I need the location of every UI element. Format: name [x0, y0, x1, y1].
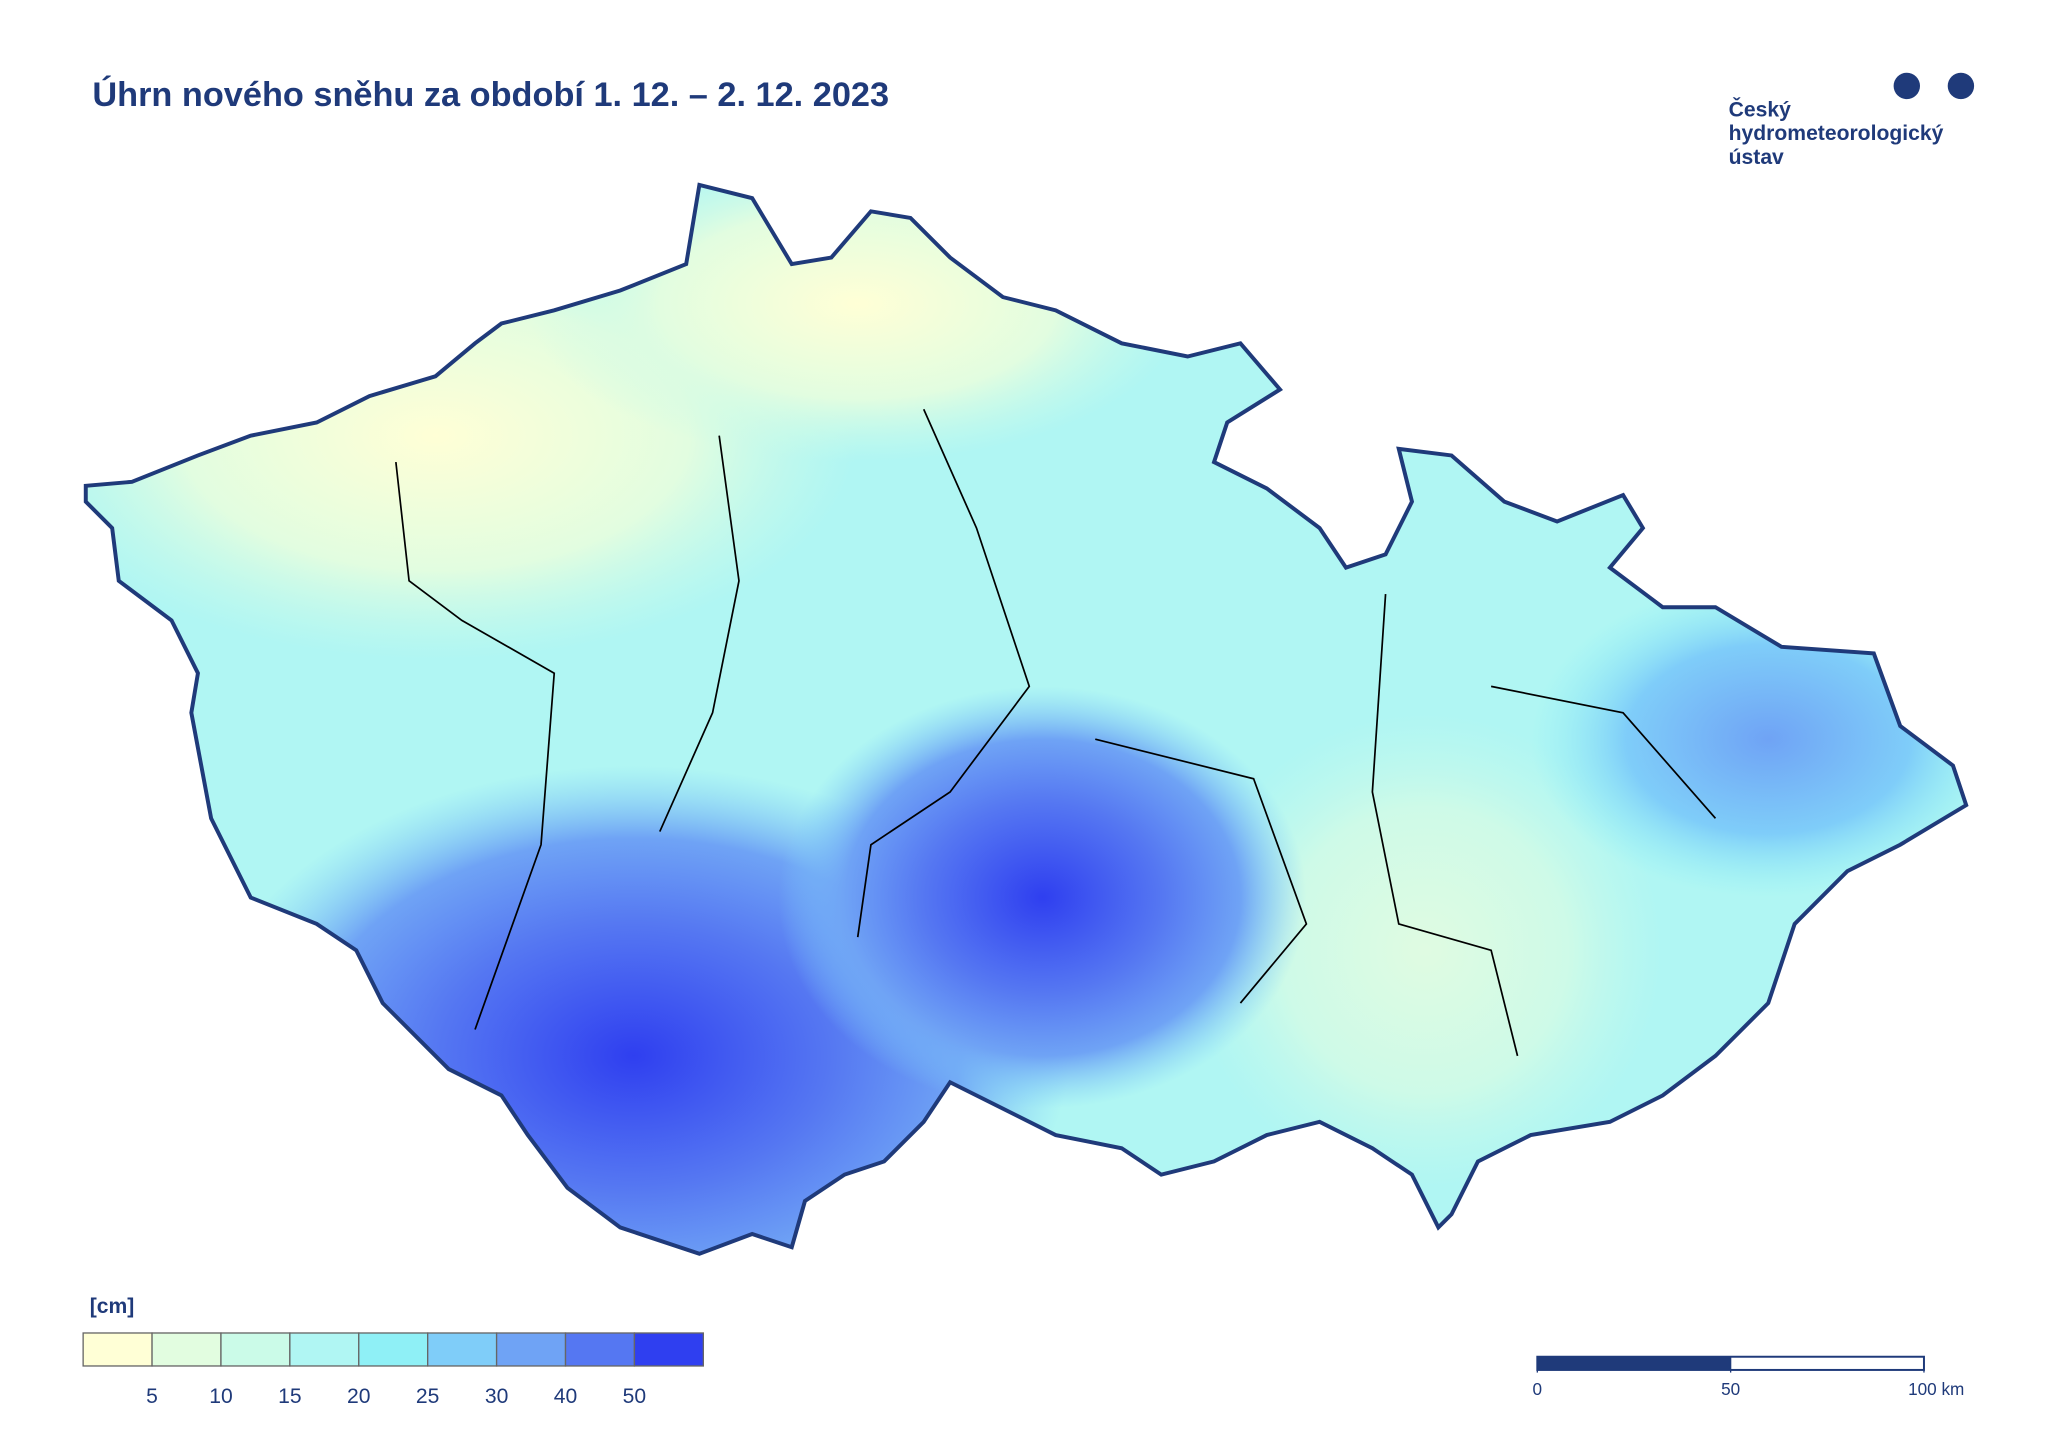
legend-tick-label: 15	[278, 1385, 301, 1408]
legend: 5 10 15 20 25 30 40 50	[82, 1332, 704, 1408]
logo: Český hydrometeorologický ústav	[1729, 72, 1975, 169]
region-border	[395, 408, 1717, 1057]
legend-swatch	[220, 1332, 291, 1367]
legend-swatch	[358, 1332, 429, 1367]
logo-text: hydrometeorologický	[1729, 122, 1944, 145]
legend-tick-label: 40	[554, 1385, 577, 1408]
legend-tick-label: 25	[416, 1385, 439, 1408]
scale-tick-label: 100 km	[1908, 1379, 1964, 1399]
legend-tick-label: 5	[146, 1385, 158, 1408]
logo-mark	[1947, 72, 1975, 100]
scale-bar: 0 50 100 km	[1533, 1355, 1964, 1399]
logo-mark	[1893, 72, 1920, 100]
legend-swatch	[564, 1332, 636, 1367]
legend-swatch	[151, 1332, 222, 1367]
logo-text: Český	[1729, 97, 1791, 121]
scale-tick-label: 50	[1721, 1379, 1740, 1399]
legend-tick-label: 30	[485, 1385, 508, 1408]
legend-swatch	[427, 1332, 498, 1367]
legend-swatch	[495, 1332, 567, 1367]
snow-field	[85, 184, 1967, 1254]
low-zone	[527, 184, 1188, 463]
legend-swatch	[289, 1332, 360, 1367]
legend-tick-label: 20	[347, 1385, 370, 1408]
legend-tick-label: 50	[623, 1385, 646, 1408]
map-title: Úhrn nového sněhu za období 1. 12. – 2. …	[92, 74, 889, 114]
legend-unit: [cm]	[90, 1295, 135, 1318]
high-zone	[778, 686, 1307, 1109]
logo-text: ústav	[1729, 146, 1784, 169]
mid-zone	[1530, 580, 1967, 898]
low-zone	[1187, 712, 1663, 1188]
scale-segment	[1537, 1356, 1731, 1370]
legend-swatch	[82, 1332, 153, 1367]
scale-tick-label: 0	[1533, 1379, 1543, 1399]
legend-swatch	[633, 1332, 704, 1367]
legend-tick-label: 10	[209, 1385, 232, 1408]
